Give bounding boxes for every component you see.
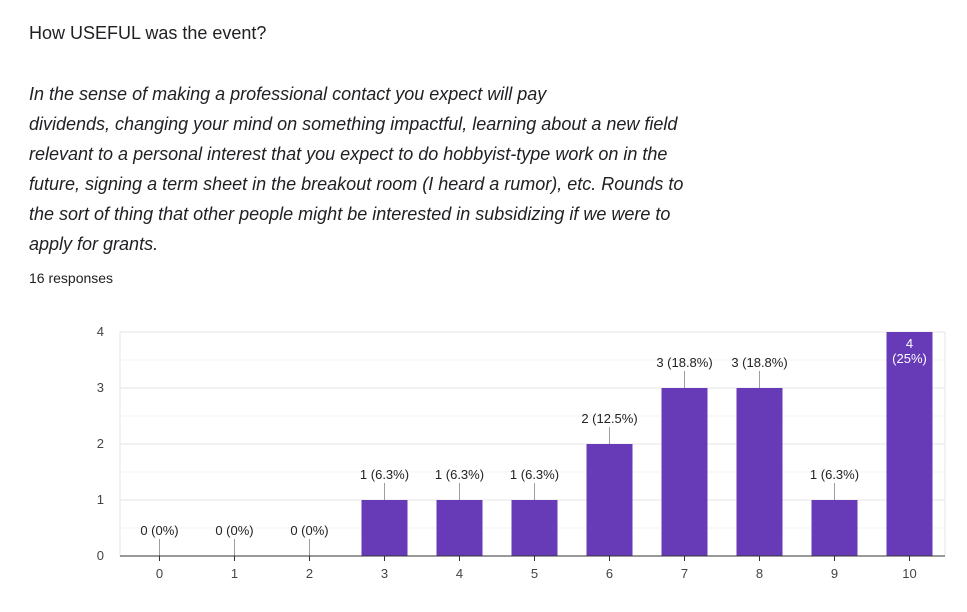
question-title: How USEFUL was the event? [29, 23, 267, 43]
response-count: 16 responses [29, 270, 114, 286]
data-label: 2 (12.5%) [581, 411, 637, 426]
bar [586, 444, 633, 556]
x-axis-ticks: 0 1 2 3 4 5 6 7 8 9 10 [156, 556, 917, 581]
data-label: 1 (6.3%) [810, 467, 859, 482]
x-tick-label: 10 [902, 566, 916, 581]
data-label: 3 (18.8%) [656, 355, 712, 370]
chart-bars [361, 332, 933, 556]
bar [811, 500, 858, 556]
x-tick-label: 0 [156, 566, 163, 581]
bar [661, 388, 708, 556]
bar [361, 500, 408, 556]
chart-data-labels: 0 (0%) 0 (0%) 0 (0%) 1 (6.3%) 1 (6.3%) 1 (6.3… [140, 336, 927, 556]
x-tick-label: 7 [681, 566, 688, 581]
y-tick-label: 1 [97, 492, 104, 507]
y-axis-ticks: 0 1 2 3 4 [97, 324, 104, 563]
y-tick-label: 2 [97, 436, 104, 451]
question-description: In the sense of making a professional co… [29, 84, 684, 254]
data-label: 1 (6.3%) [435, 467, 484, 482]
bar [736, 388, 783, 556]
x-tick-label: 1 [231, 566, 238, 581]
data-label: 3 (18.8%) [731, 355, 787, 370]
x-tick-label: 6 [606, 566, 613, 581]
y-tick-label: 3 [97, 380, 104, 395]
y-tick-label: 4 [97, 324, 104, 339]
bar [511, 500, 558, 556]
data-label: 0 (0%) [140, 523, 178, 538]
x-tick-label: 2 [306, 566, 313, 581]
x-tick-label: 8 [756, 566, 763, 581]
x-tick-label: 3 [381, 566, 388, 581]
x-tick-label: 9 [831, 566, 838, 581]
x-tick-label: 4 [456, 566, 463, 581]
data-label: 0 (0%) [215, 523, 253, 538]
data-label: 4 (25%) [892, 336, 927, 366]
x-tick-label: 5 [531, 566, 538, 581]
bar [886, 332, 933, 556]
data-label: 1 (6.3%) [510, 467, 559, 482]
y-tick-label: 0 [97, 548, 104, 563]
bar [436, 500, 483, 556]
data-label: 1 (6.3%) [360, 467, 409, 482]
data-label: 0 (0%) [290, 523, 328, 538]
